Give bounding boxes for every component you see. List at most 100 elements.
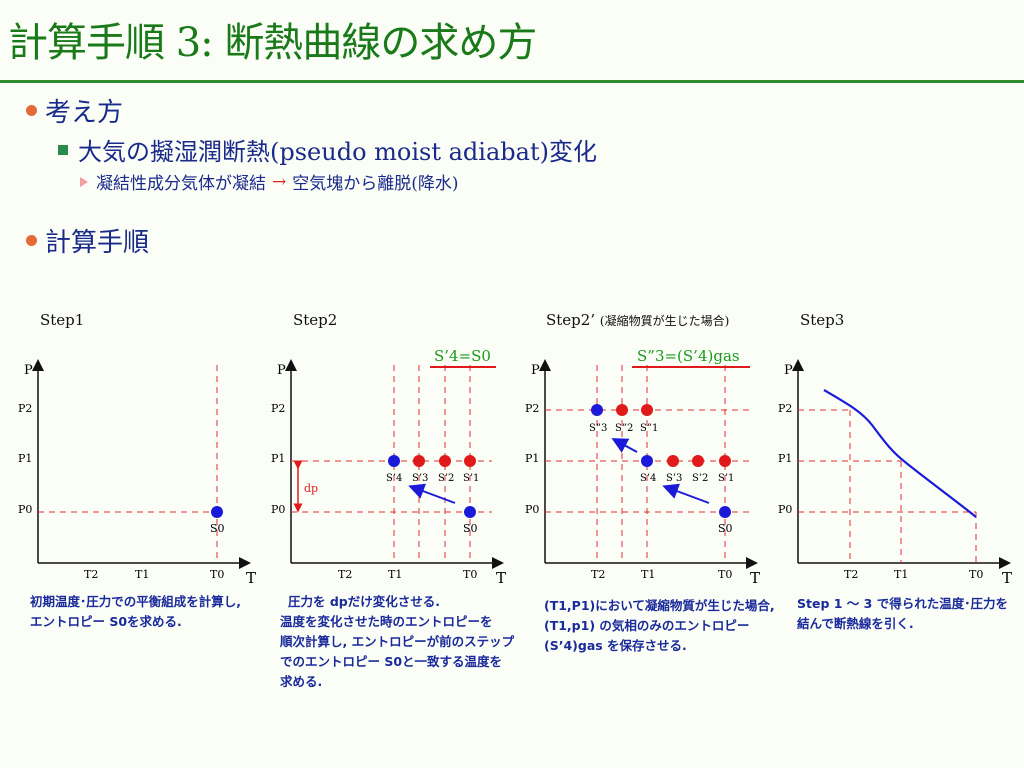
t0-label: T0 [969, 568, 983, 581]
s4-label: S’4 [386, 473, 402, 484]
s3gas-label: S”3=(S’4)gas [637, 347, 740, 365]
p0-label: P0 [271, 503, 285, 516]
s0-point [719, 506, 731, 518]
t0-label: T0 [463, 568, 477, 581]
p0-label: P0 [18, 503, 32, 516]
bullet-label: 空気塊から離脱(降水) [292, 174, 459, 194]
s3-point [667, 455, 679, 467]
s0-label: S0 [210, 522, 225, 535]
p2-label: P2 [778, 402, 792, 415]
p-axis-label: P [277, 363, 286, 378]
p1-label: P1 [18, 452, 32, 465]
dd1-point [641, 404, 653, 416]
iteration-arrow [408, 483, 456, 504]
dp-label: dp [304, 482, 318, 495]
step2prime-note: (凝縮物質が生じた場合) [599, 314, 730, 328]
p-axis-label: P [24, 363, 33, 378]
p1-label: P1 [778, 452, 792, 465]
s3-label: S’3 [666, 473, 682, 484]
dd1-label: S”1 [640, 423, 658, 434]
t-axis-label: T [496, 569, 506, 587]
bullet-thinking: 考え方 [26, 92, 123, 129]
step2prime-label: Step2’ (凝縮物質が生じた場合) [546, 311, 729, 329]
p0-label: P0 [778, 503, 792, 516]
caption-line: (T1,P1)において凝縮物質が生じた場合, [544, 598, 775, 613]
caption-line: 温度を変化させた時のエントロピーを [280, 614, 493, 629]
s1-point [464, 455, 476, 467]
step2-diagram: S’4=S0 dp P T P2 P1 P0 T2 T1 T0 S’4 S’3 … [271, 347, 506, 587]
s2-point [439, 455, 451, 467]
t2-label: T2 [338, 568, 352, 581]
page-title: 計算手順 3: 断熱曲線の求め方 [8, 20, 537, 66]
bullet-label: 考え方 [45, 98, 124, 128]
p1-label: P1 [271, 452, 285, 465]
caption-line: 圧力を dpだけ変化させる. [288, 594, 440, 609]
t1-label: T1 [388, 568, 402, 581]
caption-line: 初期温度･圧力での平衡組成を計算し, [30, 594, 241, 609]
T-label: T [750, 569, 760, 587]
t-axis-label: T [246, 569, 256, 587]
right-arrow-icon: → [272, 171, 287, 192]
bullet-dot-icon [26, 235, 37, 246]
s1-point [719, 455, 731, 467]
title-underline [0, 80, 1024, 83]
t2-label: T2 [84, 568, 98, 581]
step1-diagram: P T P2 P1 P0 T2 T1 T0 S0 [18, 359, 256, 587]
p0-label: P0 [525, 503, 539, 516]
s4-label: S’4 [640, 473, 656, 484]
caption-line: (T1,p1) の気相のみのエントロピー [544, 618, 750, 633]
s4-point [641, 455, 653, 467]
t1-label: T1 [135, 568, 149, 581]
bullet-square-icon [58, 144, 68, 155]
caption-line: Step 1 ～ 3 で得られた温度･圧力を [797, 596, 1008, 611]
caption-line: 結んで断熱線を引く. [797, 616, 914, 631]
s1-label: S’1 [463, 473, 479, 484]
step2prime-caption: (T1,P1)において凝縮物質が生じた場合, (T1,p1) の気相のみのエント… [544, 596, 775, 656]
step2-caption: 圧力を dpだけ変化させる. 温度を変化させた時のエントロピーを 順次計算し, … [280, 592, 514, 692]
bullet-dot-icon [26, 105, 37, 116]
bullet-pseudo-adiabat: 大気の擬湿潤断熱(pseudo moist adiabat)変化 [58, 132, 597, 167]
bullet-procedure: 計算手順 [26, 222, 149, 259]
s2-label: S’2 [438, 473, 454, 484]
s4-point [388, 455, 400, 467]
caption-line: (S’4)gas を保存させる. [544, 638, 687, 653]
s0-label: S0 [718, 522, 733, 535]
guide-line [662, 483, 710, 504]
t0-label: T0 [210, 568, 224, 581]
guide-line [611, 438, 638, 453]
p2-label: P2 [525, 402, 539, 415]
step2-label: Step2 [293, 311, 338, 329]
caption-line: 求める. [280, 674, 323, 689]
s4-equals-s0-label: S’4=S0 [434, 347, 491, 365]
step2prime-title: Step2’ [546, 311, 596, 329]
step3-label: Step3 [800, 311, 845, 329]
P-label: P [784, 363, 793, 378]
t2-label: T2 [844, 568, 858, 581]
bullet-label: 大気の擬湿潤断熱(pseudo moist adiabat)変化 [78, 138, 597, 166]
t1-label: T1 [641, 568, 655, 581]
p1-label: P1 [525, 452, 539, 465]
p2-label: P2 [18, 402, 32, 415]
p2-label: P2 [271, 402, 285, 415]
bullet-label: 凝結性成分気体が凝結 [96, 174, 266, 194]
caption-line: でのエントロピー S0と一致する温度を [280, 654, 503, 669]
dd2-point [616, 404, 628, 416]
s3-point [413, 455, 425, 467]
step3-caption: Step 1 ～ 3 で得られた温度･圧力を 結んで断熱線を引く. [797, 594, 1008, 634]
adiabat-curve [823, 389, 977, 518]
s0-point [211, 506, 223, 518]
s1-label: S’1 [718, 473, 734, 484]
caption-line: 順次計算し, エントロピーが前のステップ [280, 634, 515, 649]
step2prime-diagram: S”3=(S’4)gas P T P2 P1 P0 T2 T1 T0 S”3 S… [525, 347, 760, 587]
caption-line: エントロピー S0を求める. [30, 614, 182, 629]
dd3-label: S”3 [589, 423, 607, 434]
step1-label: Step1 [40, 311, 85, 329]
step1-caption: 初期温度･圧力での平衡組成を計算し, エントロピー S0を求める. [30, 592, 241, 632]
s0-point [464, 506, 476, 518]
s2-point [692, 455, 704, 467]
s0-label: S0 [463, 522, 478, 535]
T-label: T [1002, 569, 1012, 587]
dd3-point [591, 404, 603, 416]
P-label: P [531, 363, 540, 378]
